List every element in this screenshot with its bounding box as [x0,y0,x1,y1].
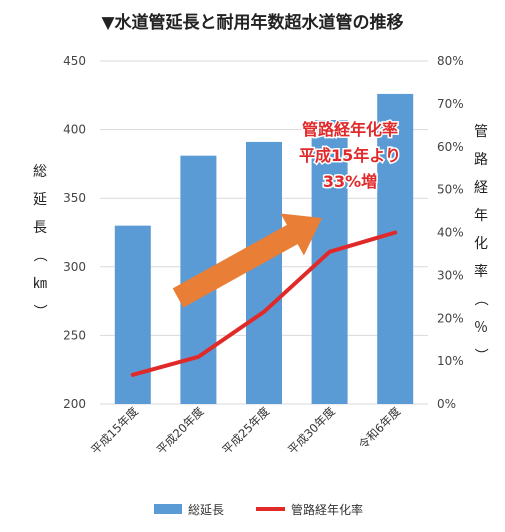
y-tick-left: 250 [63,328,86,342]
y-tick-right: 80% [437,54,464,68]
trend-arrow [172,213,322,308]
y-axis-label-right-char: （ [472,292,488,306]
annotation-line: 平成15年より [299,146,401,165]
chart-title: ▼水道管延長と耐用年数超水道管の推移 [101,13,404,33]
line-point [131,373,135,377]
y-axis-label-right-char: 率 [474,263,488,280]
y-axis-label-right-char: 管 [474,124,488,140]
x-tick-label: 平成30年度 [285,404,338,457]
y-tick-right: 50% [437,183,464,197]
bar [114,225,151,404]
y-axis-label-right-char: 化 [474,236,488,252]
y-axis-label-right-char: 路 [474,152,488,168]
trend-arrow-shape [172,213,322,308]
bars [114,93,414,404]
y-axis-label-right: 管路経年化率 （ ％ ） [472,124,488,362]
y-axis-label-left-char: ） [31,304,47,318]
y-axis-label-right-char: ％ [474,320,488,336]
y-axis-label-left-char: ㎞ [33,276,47,292]
y-tick-left: 300 [63,260,86,274]
line-point [196,355,200,359]
y-tick-right: 10% [437,354,464,368]
y-tick-right: 30% [437,268,464,282]
y-tick-left: 450 [63,54,86,68]
line-series [130,230,398,377]
line-point [328,250,332,254]
y-tick-left: 200 [63,397,86,411]
bar [246,141,282,404]
annotation-line: 管路経年化率 [302,120,398,139]
y-axis-label-left-char: 延 [33,192,47,208]
y-tick-right: 70% [437,97,464,111]
legend-bar-swatch [154,504,182,514]
y-tick-right: 20% [437,311,464,325]
y-tick-right: 40% [437,226,464,240]
x-tick-label: 令和6年度 [356,404,404,452]
y-axis-label-right-char: ） [472,348,488,362]
y-tick-right: 60% [437,140,464,154]
y-axis-label-left-char: （ [31,248,47,262]
y-axis-label-right-char: 経 [474,180,488,196]
x-tick-label: 平成20年度 [154,404,207,457]
annotation-line: 33%増 [323,172,377,191]
y-axis-label-left: 総延長 （ ㎞ ） [31,164,47,318]
x-tick-label: 平成15年度 [88,404,141,457]
y-tick-right: 0% [437,397,456,411]
x-tick-label: 平成25年度 [219,404,272,457]
line-point [262,310,266,314]
y-axis-label-left-char: 長 [33,220,47,236]
legend: 総延長 管路経年化率 [154,502,363,517]
y-tick-left: 350 [63,191,86,205]
y-axis-label-left-char: 総 [33,164,47,180]
line-point [393,231,397,234]
legend-bar-label: 総延長 [188,503,224,517]
bar [377,93,414,404]
y-axis-label-right-char: 年 [474,208,488,224]
y-tick-left: 400 [63,123,86,137]
legend-line-label: 管路経年化率 [291,502,363,517]
axis-labels: 総延長 （ ㎞ ） 管路経年化率 （ ％ ） [31,124,488,362]
